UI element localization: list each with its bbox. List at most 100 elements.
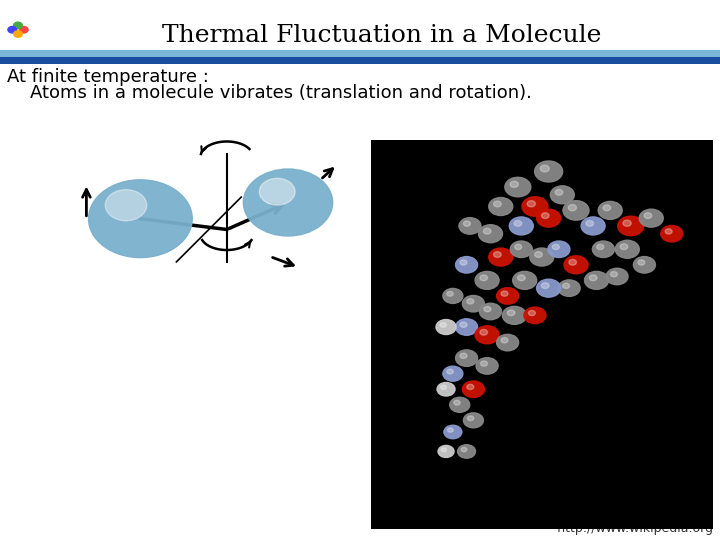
Circle shape bbox=[510, 181, 518, 187]
Circle shape bbox=[603, 205, 611, 211]
Circle shape bbox=[509, 217, 534, 235]
Circle shape bbox=[522, 197, 548, 216]
Circle shape bbox=[611, 272, 618, 277]
Circle shape bbox=[14, 22, 22, 29]
Circle shape bbox=[620, 244, 628, 249]
Circle shape bbox=[585, 272, 608, 289]
Circle shape bbox=[105, 190, 147, 221]
Circle shape bbox=[581, 217, 605, 235]
Circle shape bbox=[562, 283, 570, 288]
Circle shape bbox=[484, 307, 491, 312]
Circle shape bbox=[593, 241, 614, 258]
Circle shape bbox=[638, 260, 645, 265]
Bar bbox=[0, 50, 720, 57]
Circle shape bbox=[8, 26, 17, 33]
Text: * http://www.wikipedia.org: * http://www.wikipedia.org bbox=[546, 522, 713, 535]
Circle shape bbox=[548, 241, 570, 258]
Circle shape bbox=[514, 220, 522, 226]
Circle shape bbox=[480, 303, 502, 320]
Circle shape bbox=[437, 382, 455, 396]
Circle shape bbox=[497, 288, 518, 304]
Circle shape bbox=[618, 216, 644, 235]
Circle shape bbox=[462, 295, 485, 312]
Circle shape bbox=[19, 26, 28, 33]
Circle shape bbox=[450, 397, 469, 412]
Circle shape bbox=[443, 366, 463, 381]
Circle shape bbox=[475, 272, 499, 289]
Circle shape bbox=[552, 244, 559, 249]
Circle shape bbox=[464, 221, 470, 226]
Circle shape bbox=[448, 428, 454, 432]
Circle shape bbox=[623, 220, 631, 226]
Circle shape bbox=[563, 201, 589, 220]
Circle shape bbox=[440, 322, 446, 327]
Circle shape bbox=[454, 400, 460, 405]
Circle shape bbox=[480, 275, 487, 281]
Circle shape bbox=[661, 226, 683, 242]
Circle shape bbox=[550, 186, 575, 204]
Circle shape bbox=[462, 381, 485, 397]
Circle shape bbox=[513, 272, 536, 289]
Circle shape bbox=[535, 161, 562, 182]
Circle shape bbox=[501, 338, 508, 343]
Circle shape bbox=[665, 229, 672, 234]
Text: Thermal Fluctuation in a Molecule: Thermal Fluctuation in a Molecule bbox=[162, 24, 601, 48]
Circle shape bbox=[527, 201, 536, 207]
Circle shape bbox=[644, 213, 652, 219]
Circle shape bbox=[634, 256, 655, 273]
Text: Atoms in a molecule vibrates (translation and rotation).: Atoms in a molecule vibrates (translatio… bbox=[7, 84, 532, 102]
Circle shape bbox=[89, 180, 192, 258]
Circle shape bbox=[586, 220, 593, 226]
Circle shape bbox=[503, 306, 526, 325]
Circle shape bbox=[564, 256, 588, 274]
Circle shape bbox=[460, 322, 467, 327]
Circle shape bbox=[534, 252, 542, 258]
Circle shape bbox=[441, 385, 446, 389]
Circle shape bbox=[639, 209, 663, 227]
Circle shape bbox=[536, 279, 561, 297]
Circle shape bbox=[467, 299, 474, 304]
Circle shape bbox=[536, 209, 561, 227]
Circle shape bbox=[464, 413, 483, 428]
Circle shape bbox=[540, 165, 549, 172]
Circle shape bbox=[460, 260, 467, 265]
Circle shape bbox=[438, 446, 454, 457]
Circle shape bbox=[541, 283, 549, 288]
Circle shape bbox=[501, 291, 508, 296]
Circle shape bbox=[558, 280, 580, 296]
Circle shape bbox=[616, 240, 639, 258]
Circle shape bbox=[507, 310, 515, 316]
Text: At finite temperature :: At finite temperature : bbox=[7, 68, 209, 85]
Circle shape bbox=[243, 169, 333, 236]
Circle shape bbox=[467, 416, 474, 421]
Circle shape bbox=[476, 357, 498, 374]
Circle shape bbox=[489, 248, 513, 266]
Circle shape bbox=[494, 252, 501, 258]
Bar bbox=[371, 140, 713, 529]
Circle shape bbox=[589, 275, 597, 281]
Circle shape bbox=[456, 350, 477, 366]
Circle shape bbox=[510, 241, 532, 258]
Circle shape bbox=[597, 244, 604, 249]
Circle shape bbox=[541, 213, 549, 219]
Circle shape bbox=[443, 288, 463, 303]
Circle shape bbox=[480, 329, 487, 335]
Circle shape bbox=[483, 228, 491, 234]
Circle shape bbox=[555, 190, 563, 195]
Circle shape bbox=[462, 447, 467, 451]
Circle shape bbox=[489, 198, 513, 215]
Bar bbox=[0, 57, 720, 64]
Circle shape bbox=[515, 244, 522, 249]
Circle shape bbox=[459, 218, 481, 234]
Circle shape bbox=[528, 310, 536, 316]
Circle shape bbox=[458, 445, 475, 458]
Circle shape bbox=[524, 307, 546, 323]
Circle shape bbox=[447, 292, 454, 296]
Circle shape bbox=[569, 259, 577, 265]
Circle shape bbox=[460, 353, 467, 359]
Circle shape bbox=[456, 319, 477, 335]
Circle shape bbox=[475, 326, 499, 344]
Circle shape bbox=[444, 426, 462, 438]
Circle shape bbox=[518, 275, 525, 281]
Circle shape bbox=[14, 31, 22, 37]
